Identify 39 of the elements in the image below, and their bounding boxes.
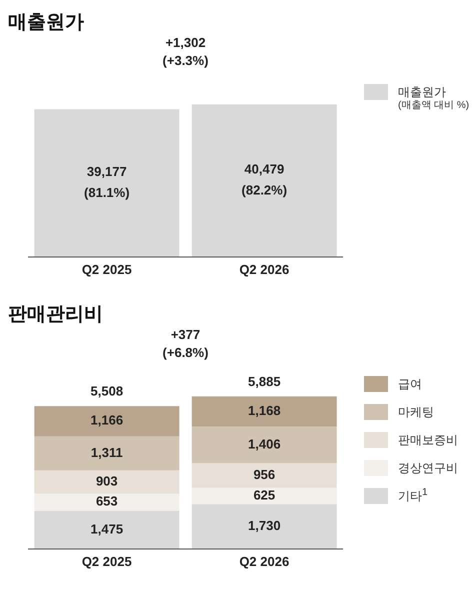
legend-label: 판매보증비: [398, 432, 458, 448]
text: +377 (+6.8%): [162, 326, 210, 362]
data-label: 1,311: [90, 444, 123, 460]
total-label: 5,885: [248, 374, 281, 389]
text: (매출액 대비 %): [398, 99, 470, 112]
chart-title: 판매관리비: [8, 304, 103, 325]
bar: [34, 510, 180, 549]
data-label: 1,406: [248, 436, 281, 452]
data-label: 1,730: [248, 518, 281, 534]
bar: [34, 470, 180, 494]
bar: [192, 426, 337, 464]
data-label: 956: [253, 466, 276, 482]
x-tick-label: Q2 2026: [239, 262, 290, 278]
bar: [34, 406, 180, 436]
x-tick-label: Q2 2025: [82, 554, 132, 570]
data-label: 1,475: [90, 521, 124, 536]
data-label: 625: [253, 487, 276, 502]
legend-label: 급여: [398, 376, 422, 392]
data-label: 40,479 (82.2%): [242, 162, 288, 198]
data-label: 1,166: [90, 412, 124, 428]
legend-label: 기타$^{1}$: [398, 487, 428, 505]
data-label: 903: [96, 474, 118, 489]
chart-title: 매출원가: [8, 12, 84, 33]
x-tick-label: Q2 2025: [82, 262, 132, 278]
legend-label: 경상연구비: [398, 460, 458, 476]
text: +1,302 (+3.3%): [162, 34, 210, 70]
bar: [34, 436, 180, 470]
bar: [192, 488, 337, 504]
x-tick-label: Q2 2026: [239, 554, 290, 570]
data-label: 39,177 (81.1%): [84, 164, 130, 200]
legend-label: 매출원가: [398, 84, 446, 100]
total-label: 5,508: [90, 384, 124, 399]
bar: [192, 504, 337, 549]
bar: [34, 494, 180, 511]
bar: [192, 396, 337, 427]
bar: [192, 463, 337, 488]
data-label: 1,168: [248, 402, 281, 418]
legend-label: 마케팅: [398, 404, 434, 420]
data-label: 653: [96, 494, 118, 509]
